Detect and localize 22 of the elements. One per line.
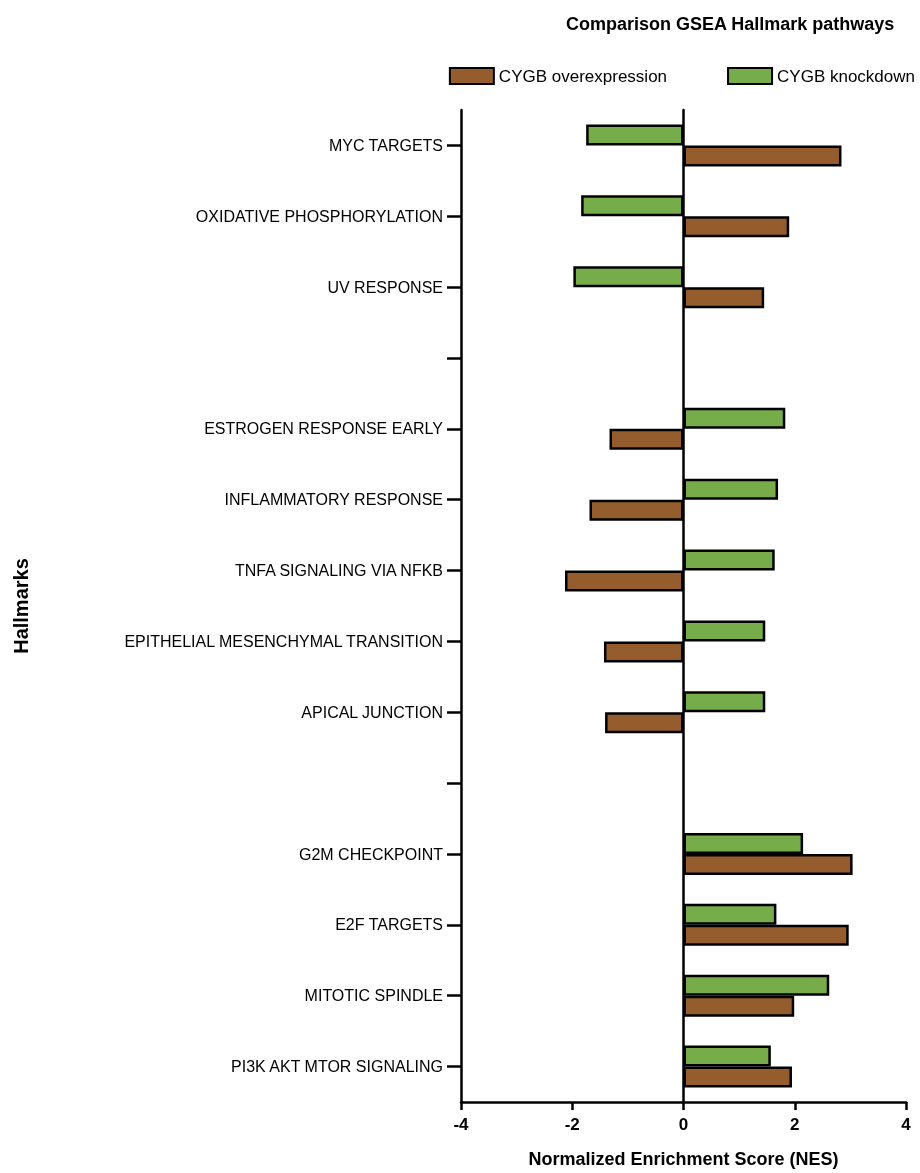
x-tick-label: 4 — [901, 1115, 912, 1134]
y-tick-label: INFLAMMATORY RESPONSE — [224, 491, 443, 509]
y-tick-label: OXIDATIVE PHOSPHORYLATION — [195, 207, 443, 225]
y-tick-label: ESTROGEN RESPONSE EARLY — [204, 420, 444, 438]
y-tick-label: MYC TARGETS — [328, 136, 443, 154]
x-tick-label: 2 — [790, 1115, 800, 1134]
y-tick-label: UV RESPONSE — [327, 278, 443, 296]
y-tick-label: EPITHELIAL MESENCHYMAL TRANSITION — [124, 632, 443, 650]
x-tick-label: -4 — [453, 1115, 470, 1134]
y-tick-label: TNFA SIGNALING VIA NFKB — [234, 562, 443, 580]
y-tick-label: MITOTIC SPINDLE — [304, 987, 443, 1005]
x-axis-title: Normalized Enrichment Score (NES) — [528, 1149, 839, 1169]
y-tick-label: G2M CHECKPOINT — [298, 845, 444, 863]
legend-label: CYGB overexpression — [498, 66, 668, 86]
y-axis-title: Hallmarks — [10, 558, 32, 654]
x-tick-label: -2 — [564, 1115, 580, 1134]
y-tick-label: APICAL JUNCTION — [301, 703, 443, 721]
x-tick-label: 0 — [678, 1115, 689, 1134]
legend-label: CYGB knockdown — [777, 66, 915, 86]
y-tick-label: E2F TARGETS — [335, 916, 443, 934]
y-tick-label: PI3K AKT MTOR SIGNALING — [231, 1058, 443, 1076]
chart-title: Comparison GSEA Hallmark pathways — [565, 14, 895, 34]
